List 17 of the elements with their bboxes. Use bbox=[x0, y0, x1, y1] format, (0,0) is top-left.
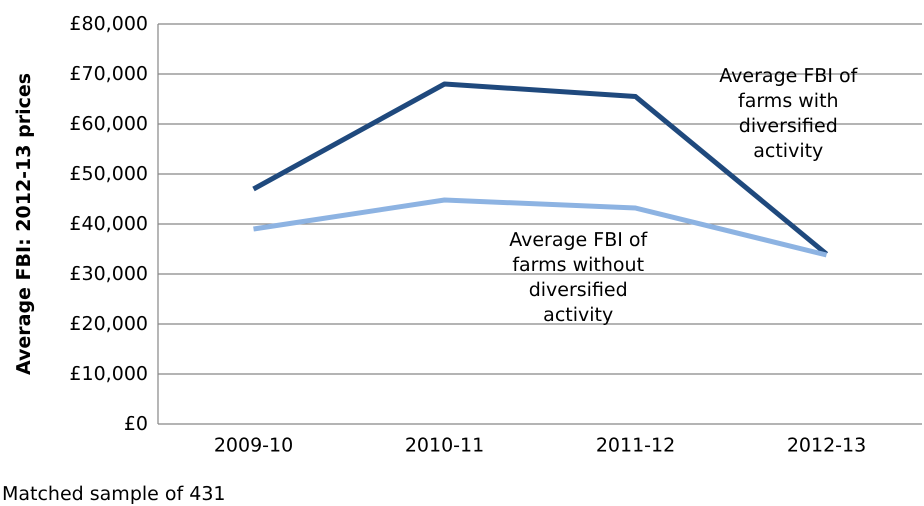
y-tick-label: £0 bbox=[124, 413, 148, 436]
series-label: Average FBI of farms without diversified activity bbox=[509, 229, 648, 326]
y-tick-label: £40,000 bbox=[69, 213, 148, 236]
x-tick-label: 2012-13 bbox=[786, 434, 866, 456]
text: Matched sample of 431 bbox=[2, 483, 226, 505]
x-tick-label: 2011-12 bbox=[596, 434, 676, 456]
y-tick-label: £70,000 bbox=[69, 63, 148, 86]
y-tick-label: £20,000 bbox=[69, 313, 148, 336]
x-tick-label: 2010-11 bbox=[404, 434, 484, 456]
y-axis-title: Average FBI: 2012-13 prices bbox=[13, 72, 35, 376]
y-tick-label: £80,000 bbox=[69, 13, 148, 36]
y-tick-label: £60,000 bbox=[69, 113, 148, 136]
x-tick-label: 2009-10 bbox=[214, 434, 294, 456]
series-label: Average FBI of farms with diversified activity bbox=[719, 65, 859, 162]
y-tick-label: £30,000 bbox=[69, 263, 148, 286]
y-tick-label: £10,000 bbox=[69, 363, 148, 386]
y-tick-label: £50,000 bbox=[69, 163, 148, 186]
